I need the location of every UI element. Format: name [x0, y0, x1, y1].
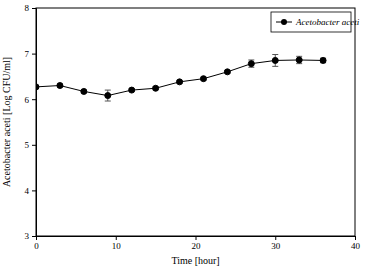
x-tick-mark	[116, 236, 117, 240]
error-bar	[105, 90, 111, 101]
x-tick: 40	[351, 236, 361, 251]
marker	[296, 57, 302, 63]
plot: 0 10 20 30 40 3 4 5 6 7 8 Acetobacter aceti	[25, 3, 361, 251]
marker	[36, 84, 39, 90]
y-axis: 3 4 5 6 7 8	[25, 3, 37, 241]
x-axis: 0 10 20 30 40	[34, 236, 360, 251]
x-tick-label: 30	[271, 241, 281, 251]
y-tick-mark	[32, 236, 36, 237]
marker	[129, 87, 135, 93]
x-tick-label: 0	[34, 241, 39, 251]
x-tick-mark	[275, 236, 276, 240]
plot-frame	[36, 8, 355, 236]
marker	[224, 69, 230, 75]
y-tick-label: 8	[25, 3, 30, 13]
error-bars	[36, 55, 326, 102]
marks	[36, 55, 326, 102]
y-tick: 3	[25, 231, 37, 241]
marker	[153, 85, 159, 91]
y-tick: 7	[25, 49, 37, 59]
y-tick-label: 7	[25, 49, 30, 59]
x-tick-label: 10	[112, 241, 122, 251]
marker	[272, 57, 278, 63]
y-tick-mark	[32, 54, 36, 55]
y-tick-mark	[32, 190, 36, 191]
legend-marker	[281, 19, 287, 25]
legend: Acetobacter aceti	[271, 12, 360, 32]
x-tick: 0	[34, 236, 39, 251]
x-tick: 30	[271, 236, 281, 251]
y-tick: 5	[25, 140, 37, 150]
error-bar	[320, 58, 326, 63]
x-tick-mark	[196, 236, 197, 240]
marker	[177, 79, 183, 85]
y-tick-label: 6	[25, 95, 30, 105]
y-tick-mark	[32, 99, 36, 100]
y-axis-title: Acetobacter aceti [Log CFU/ml]	[1, 57, 12, 187]
y-tick: 4	[25, 186, 37, 196]
x-tick-label: 40	[351, 241, 361, 251]
y-tick: 6	[25, 95, 37, 105]
y-tick-mark	[32, 145, 36, 146]
y-tick-label: 4	[25, 186, 30, 196]
x-tick: 20	[192, 236, 202, 251]
marker	[57, 83, 63, 89]
marker	[81, 88, 87, 94]
marker	[105, 93, 111, 99]
y-tick: 8	[25, 3, 37, 13]
x-tick-mark	[355, 236, 356, 240]
error-bar	[248, 60, 254, 67]
x-axis-line	[37, 237, 356, 241]
x-tick: 10	[112, 236, 122, 251]
markers	[36, 57, 326, 99]
marker	[200, 76, 206, 82]
marker	[248, 61, 254, 67]
y-tick-label: 5	[25, 140, 30, 150]
error-bar	[296, 56, 302, 63]
series-line	[36, 60, 323, 96]
error-bar	[272, 55, 278, 67]
legend-label: Acetobacter aceti	[295, 17, 360, 27]
marker	[320, 57, 326, 63]
y-tick-mark	[32, 8, 36, 9]
chart: 0 10 20 30 40 3 4 5 6 7 8 Acetobacter aceti Time [ho…	[0, 0, 367, 270]
x-tick-label: 20	[192, 241, 202, 251]
x-axis-title: Time [hour]	[171, 255, 219, 266]
y-tick-label: 3	[25, 231, 30, 241]
